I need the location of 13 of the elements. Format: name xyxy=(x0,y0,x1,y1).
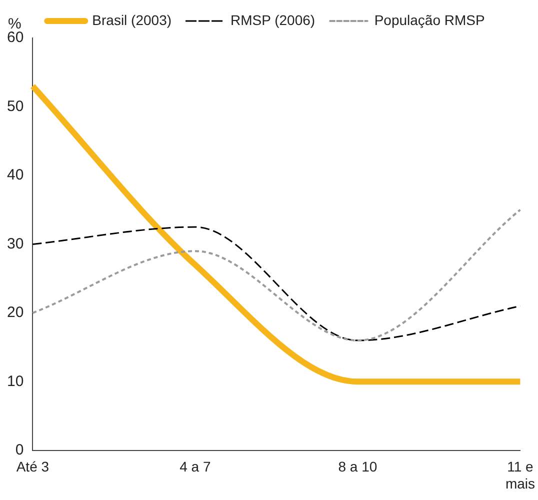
y-tick-label: 0 xyxy=(15,442,24,459)
y-tick-label: 20 xyxy=(6,304,24,322)
y-tick-label: 10 xyxy=(6,372,24,390)
x-tick-label: Até 3 xyxy=(16,458,50,475)
x-tick-label: 4 a 7 xyxy=(180,458,211,475)
y-tick-label: 30 xyxy=(6,235,24,252)
y-tick-label: 50 xyxy=(6,98,24,115)
x-tick-label: 11 e mais xyxy=(505,458,535,492)
legend-label: RMSP (2006) xyxy=(230,12,316,28)
x-tick-label: 8 a 10 xyxy=(338,458,378,475)
legend-label: Brasil (2003) xyxy=(92,12,172,28)
y-tick-label: 40 xyxy=(6,166,24,184)
legend-label: População RMSP xyxy=(374,12,485,28)
